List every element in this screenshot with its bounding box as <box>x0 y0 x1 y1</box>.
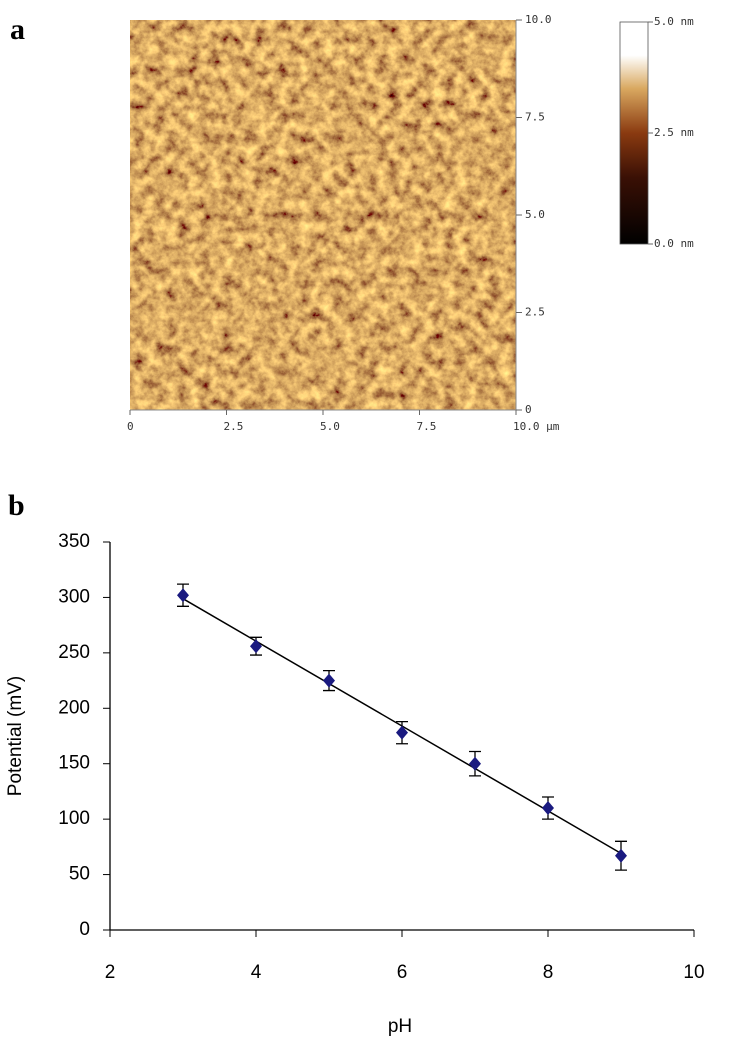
x-tick-label: 4 <box>251 962 262 983</box>
marker <box>542 801 554 816</box>
y-tick-label: 150 <box>58 753 90 774</box>
y-tick-label: 5.0 <box>525 208 545 221</box>
y-tick-label: 200 <box>58 697 90 718</box>
x-tick-label: 7.5 <box>417 420 437 433</box>
panel-label: b <box>8 489 25 522</box>
marker <box>177 588 189 603</box>
y-axis-label: Potential (mV) <box>5 676 26 796</box>
x-tick-label: 2.5 <box>224 420 244 433</box>
x-tick-label: 2 <box>105 962 116 983</box>
colorbar-label: 5.0 nm <box>654 15 694 28</box>
y-tick-label: 250 <box>58 642 90 663</box>
afm-image <box>130 20 516 410</box>
panel-label: a <box>10 13 25 46</box>
x-axis-label: pH <box>388 1016 412 1037</box>
marker <box>469 756 481 771</box>
marker <box>396 725 408 740</box>
y-tick-label: 7.5 <box>525 111 545 124</box>
y-tick-label: 50 <box>69 864 90 885</box>
x-tick-label: 10 <box>683 962 704 983</box>
colorbar-label: 2.5 nm <box>654 126 694 139</box>
x-tick-label: 0 <box>127 420 134 433</box>
y-tick-label: 10.0 <box>525 13 552 26</box>
colorbar-label: 0.0 nm <box>654 237 694 250</box>
y-tick-label: 0 <box>79 919 90 940</box>
x-tick-label: 6 <box>397 962 408 983</box>
marker <box>250 639 262 654</box>
marker <box>615 848 627 863</box>
x-tick-label: 8 <box>543 962 554 983</box>
x-tick-label: 5.0 <box>320 420 340 433</box>
marker <box>323 673 335 688</box>
y-tick-label: 100 <box>58 808 90 829</box>
colorbar <box>619 21 649 245</box>
y-tick-label: 2.5 <box>525 306 545 319</box>
y-tick-label: 300 <box>58 586 90 607</box>
y-tick-label: 0 <box>525 403 532 416</box>
y-tick-label: 350 <box>58 531 90 552</box>
x-tick-label: 10.0 µm <box>513 420 560 433</box>
